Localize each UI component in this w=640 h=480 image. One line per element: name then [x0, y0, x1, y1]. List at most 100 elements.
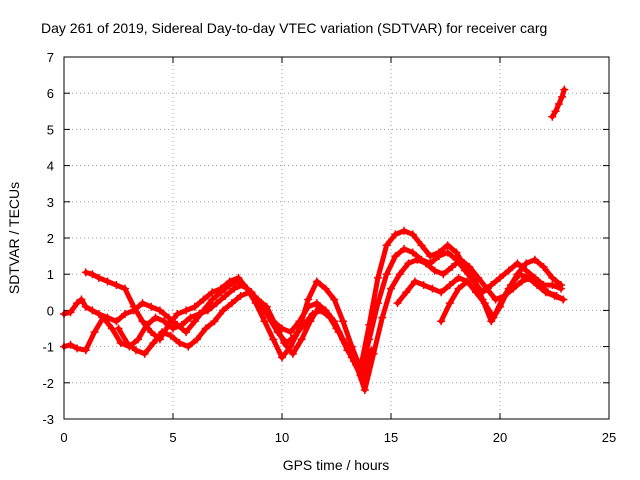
data-point-marker — [177, 320, 186, 329]
data-point-marker — [190, 302, 199, 311]
data-point-marker — [480, 299, 489, 308]
data-point-marker — [489, 313, 498, 322]
x-tick-label: 0 — [60, 430, 67, 445]
data-point-marker — [472, 288, 481, 297]
y-axis-label: SDTVAR / TECUs — [6, 182, 22, 294]
data-point-marker — [147, 328, 156, 337]
data-point-marker — [129, 302, 138, 311]
data-point-marker — [227, 299, 236, 308]
data-point-marker — [533, 281, 542, 290]
data-point-marker — [99, 313, 108, 322]
series-track-4 — [114, 288, 376, 384]
y-tick-label: -3 — [42, 412, 54, 427]
plot-frame — [63, 56, 610, 420]
data-point-marker — [219, 306, 228, 315]
x-axis-label: GPS time / hours — [283, 457, 390, 473]
data-point-marker — [88, 306, 97, 315]
data-point-marker — [151, 313, 160, 322]
data-point-marker — [559, 295, 568, 304]
data-point-marker — [245, 288, 254, 297]
chart-title: Day 261 of 2019, Sidereal Day-to-day VTE… — [41, 20, 547, 36]
data-point-marker — [410, 277, 419, 286]
data-point-marker — [496, 273, 504, 282]
data-point-marker — [312, 277, 321, 286]
data-point-marker — [504, 266, 513, 275]
data-point-marker — [522, 259, 531, 268]
data-point-marker — [378, 313, 387, 322]
data-point-marker — [437, 317, 446, 326]
data-point-marker — [66, 308, 75, 317]
data-point-marker — [421, 259, 430, 268]
data-point-marker — [426, 252, 435, 261]
data-point-marker — [548, 273, 557, 282]
data-point-marker — [498, 295, 507, 304]
data-point-marker — [550, 291, 559, 300]
data-point-marker — [515, 270, 524, 279]
data-point-marker — [155, 306, 164, 315]
data-point-marker — [190, 317, 199, 326]
data-point-marker — [524, 273, 533, 282]
series-line — [116, 289, 374, 382]
data-point-marker — [506, 281, 515, 290]
data-point-marker — [548, 281, 557, 290]
data-point-marker — [230, 284, 239, 293]
data-point-marker — [286, 328, 295, 337]
data-point-marker — [208, 288, 217, 297]
data-point-marker — [358, 375, 367, 384]
data-point-marker — [123, 338, 132, 347]
data-point-marker — [216, 284, 225, 293]
data-point-marker — [164, 320, 173, 329]
series-track-7 — [548, 85, 569, 121]
data-point-marker — [419, 281, 428, 290]
data-point-marker — [413, 255, 422, 264]
data-point-marker — [330, 295, 339, 304]
data-point-marker — [280, 338, 289, 347]
data-point-marker — [121, 284, 130, 293]
data-point-marker — [236, 291, 245, 300]
data-point-marker — [391, 230, 400, 239]
data-point-marker — [134, 335, 143, 344]
data-point-marker — [173, 310, 182, 319]
data-point-marker — [332, 324, 341, 333]
data-point-marker — [73, 299, 82, 308]
data-point-marker — [382, 241, 391, 250]
data-point-marker — [360, 386, 369, 395]
data-point-marker — [304, 295, 313, 304]
data-point-marker — [66, 340, 75, 349]
data-point-marker — [560, 85, 569, 94]
y-tick-label: 2 — [47, 231, 54, 246]
y-tick-label: 4 — [47, 159, 54, 174]
y-tick-label: 6 — [47, 86, 54, 101]
data-point-marker — [402, 288, 411, 297]
data-point-marker — [192, 335, 201, 344]
data-point-marker — [221, 291, 230, 300]
series-line — [61, 257, 566, 393]
data-markers — [60, 85, 569, 395]
data-point-marker — [288, 349, 297, 358]
data-point-marker — [306, 317, 315, 326]
data-point-marker — [541, 288, 550, 297]
data-point-marker — [315, 302, 324, 311]
data-point-marker — [295, 324, 304, 333]
data-point-marker — [437, 288, 446, 297]
data-point-marker — [212, 299, 221, 308]
data-point-marker — [182, 328, 191, 337]
data-point-marker — [557, 281, 566, 290]
y-tick-label: 3 — [47, 195, 54, 210]
data-point-marker — [254, 295, 263, 304]
data-point-marker — [454, 284, 463, 293]
data-point-marker — [430, 266, 439, 275]
data-point-marker — [90, 328, 99, 337]
data-point-marker — [558, 92, 567, 101]
data-point-marker — [195, 310, 204, 319]
data-point-marker — [417, 241, 426, 250]
series-track-6 — [393, 273, 472, 308]
data-point-marker — [454, 273, 463, 282]
data-point-marker — [382, 270, 391, 279]
data-point-marker — [201, 324, 210, 333]
data-point-marker — [513, 259, 522, 268]
data-point-marker — [81, 346, 90, 355]
data-point-marker — [271, 320, 280, 329]
data-point-marker — [140, 349, 149, 358]
